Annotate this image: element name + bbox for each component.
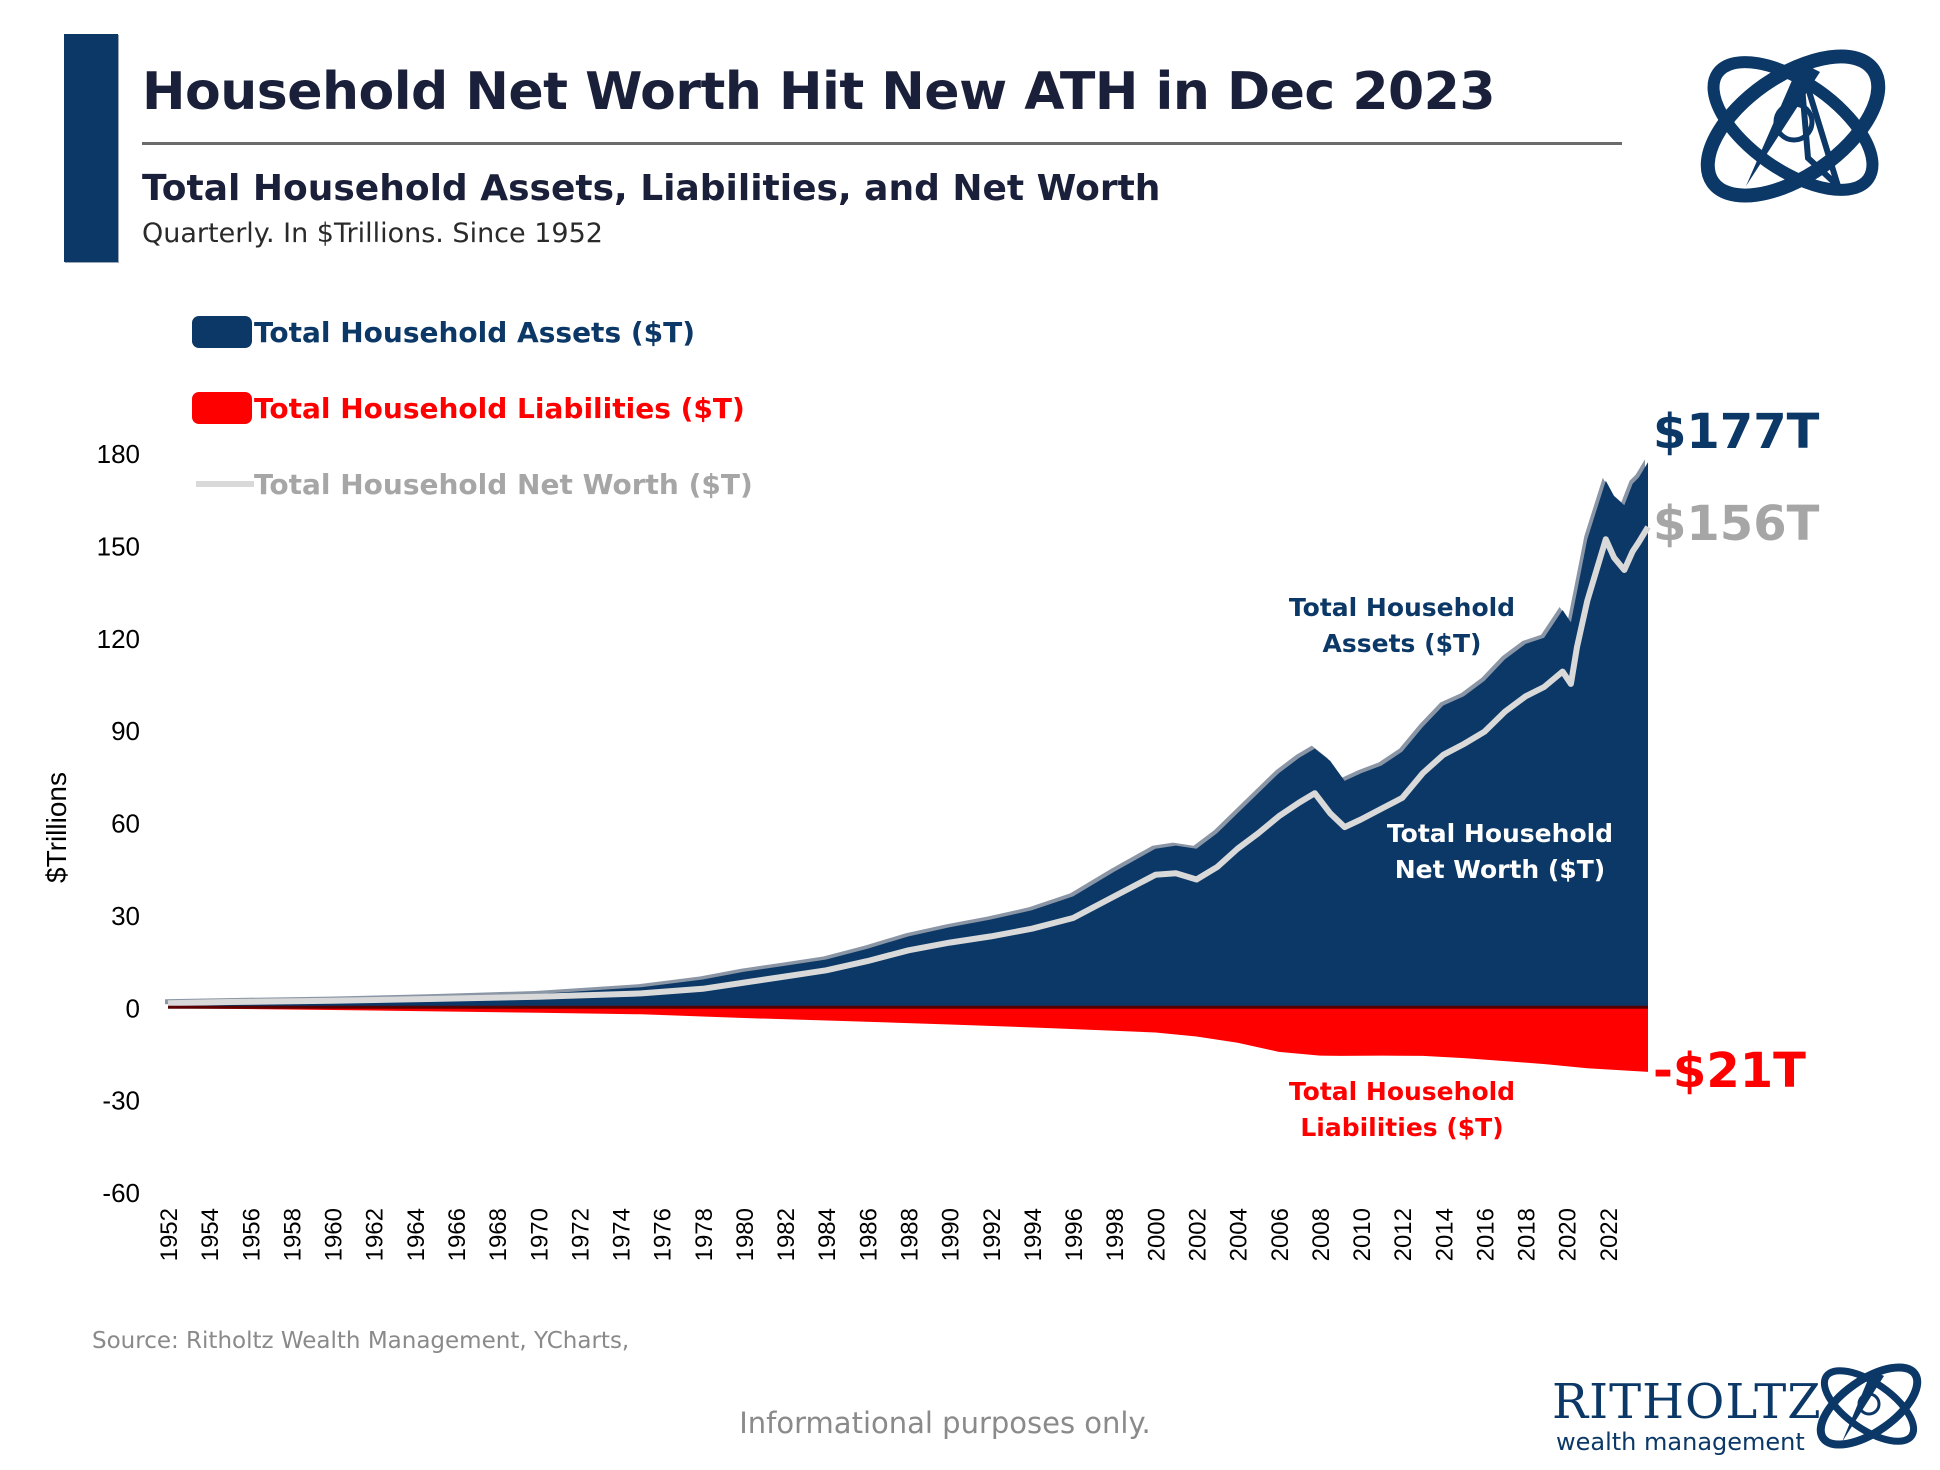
x-tick-label: 1976 xyxy=(650,1208,677,1261)
x-tick-label: 2020 xyxy=(1555,1208,1582,1261)
x-tick-label: 1988 xyxy=(897,1208,924,1261)
net-worth-line xyxy=(167,525,1651,1007)
x-tick-label: 1986 xyxy=(855,1208,882,1261)
x-tick-label: 2010 xyxy=(1349,1208,1376,1261)
x-tick-label: 1960 xyxy=(321,1208,348,1261)
y-tick-label: 120 xyxy=(97,624,140,654)
x-tick-label: 2000 xyxy=(1143,1208,1170,1261)
series-annotation: Total Household Assets ($T) xyxy=(1289,593,1515,658)
x-tick-label: 1954 xyxy=(197,1208,224,1261)
liabilities-area xyxy=(168,1007,1648,1072)
x-tick-label: 1974 xyxy=(609,1208,636,1261)
x-tick-label: 2016 xyxy=(1473,1208,1500,1261)
x-tick-label: 1966 xyxy=(444,1208,471,1261)
x-tick-label: 1958 xyxy=(279,1208,306,1261)
annotation-line: Total Household xyxy=(1289,593,1515,622)
disclaimer-text: Informational purposes only. xyxy=(739,1406,1151,1440)
area-layer xyxy=(165,459,1651,1072)
title-divider xyxy=(142,142,1622,145)
x-tick-label: 2002 xyxy=(1185,1208,1212,1261)
label-layer: $177T $156T -$21T Total Household Assets ($T… xyxy=(1289,404,1820,1142)
x-tick-label: 1982 xyxy=(773,1208,800,1261)
x-tick-label: 1998 xyxy=(1102,1208,1129,1261)
x-tick-label: 1978 xyxy=(691,1208,718,1261)
x-tick-label: 2012 xyxy=(1390,1208,1417,1261)
axis-layer: 180 150 120 90 60 30 0 -30 -60 $Trillions 1952 1954… xyxy=(41,439,1623,1261)
legend-label-total-household-assets-t: Total Household Assets ($T) xyxy=(254,316,695,349)
logo-tagline: wealth management xyxy=(1556,1428,1805,1456)
x-tick-label: 1994 xyxy=(1020,1208,1047,1261)
chart-subtitle: Total Household Assets, Liabilities, and… xyxy=(142,168,1161,209)
series-annotation: Total Household Net Worth ($T) xyxy=(1387,819,1613,884)
legend-swatch-total-household-liabilities-t xyxy=(192,392,252,424)
legend-label-total-household-net-worth-t: Total Household Net Worth ($T) xyxy=(254,468,753,501)
annotation-line: Total Household xyxy=(1289,1077,1515,1106)
x-tick-label: 1984 xyxy=(814,1208,841,1261)
x-tick-label: 2008 xyxy=(1308,1208,1335,1261)
x-tick-label: 1962 xyxy=(362,1208,389,1261)
x-tick-label: 1970 xyxy=(526,1208,553,1261)
x-tick-label: 2014 xyxy=(1431,1208,1458,1261)
legend: Total Household Assets ($T) Total Househo… xyxy=(192,316,753,501)
ritholtz-orbit-small-icon xyxy=(1816,1363,1922,1449)
y-tick-label: 90 xyxy=(111,716,140,746)
end-value-label: $156T xyxy=(1653,496,1820,552)
x-tick-label: 1992 xyxy=(979,1208,1006,1261)
x-tick-label: 1980 xyxy=(732,1208,759,1261)
y-tick-label: -60 xyxy=(102,1178,140,1208)
y-axis-title: $Trillions xyxy=(41,772,72,883)
chart-title: Household Net Worth Hit New ATH in Dec 2… xyxy=(142,62,1496,122)
x-tick-label: 1968 xyxy=(485,1208,512,1261)
end-value-label: -$21T xyxy=(1653,1043,1806,1099)
annotation-line: Total Household xyxy=(1387,819,1613,848)
y-tick-label: 180 xyxy=(97,439,140,469)
annotation-line: Liabilities ($T) xyxy=(1300,1113,1503,1142)
x-tick-label: 2018 xyxy=(1514,1208,1541,1261)
annotation-line: Net Worth ($T) xyxy=(1395,855,1605,884)
end-value-label: $177T xyxy=(1653,404,1820,460)
source-note: Source: Ritholtz Wealth Management, YCha… xyxy=(92,1328,630,1354)
x-tick-label: 1996 xyxy=(1061,1208,1088,1261)
x-tick-label: 2022 xyxy=(1596,1208,1623,1261)
x-tick-label: 1972 xyxy=(567,1208,594,1261)
legend-label-total-household-liabilities-t: Total Household Liabilities ($T) xyxy=(254,392,745,425)
y-tick-label: 0 xyxy=(126,993,140,1023)
series-annotation: Total Household Liabilities ($T) xyxy=(1289,1077,1515,1142)
ritholtz-orbit-logo-icon xyxy=(1700,49,1886,203)
y-tick-label: 30 xyxy=(111,901,140,931)
logo-wordmark: RITHOLTZ xyxy=(1552,1374,1822,1430)
annotation-line: Assets ($T) xyxy=(1323,629,1482,658)
y-tick-label: 150 xyxy=(97,531,140,561)
title-accent-bar xyxy=(64,34,118,262)
x-tick-label: 1952 xyxy=(156,1208,183,1261)
assets-area xyxy=(168,462,1648,1008)
y-tick-label: 60 xyxy=(111,809,140,839)
x-tick-label: 1964 xyxy=(403,1208,430,1261)
legend-swatch-total-household-assets-t xyxy=(192,316,252,348)
y-tick-label: -30 xyxy=(102,1086,140,1116)
x-tick-label: 2004 xyxy=(1226,1208,1253,1261)
x-tick-label: 1956 xyxy=(238,1208,265,1261)
chart-subnote: Quarterly. In $Trillions. Since 1952 xyxy=(142,218,603,249)
x-tick-label: 1990 xyxy=(938,1208,965,1261)
x-tick-label: 2006 xyxy=(1267,1208,1294,1261)
